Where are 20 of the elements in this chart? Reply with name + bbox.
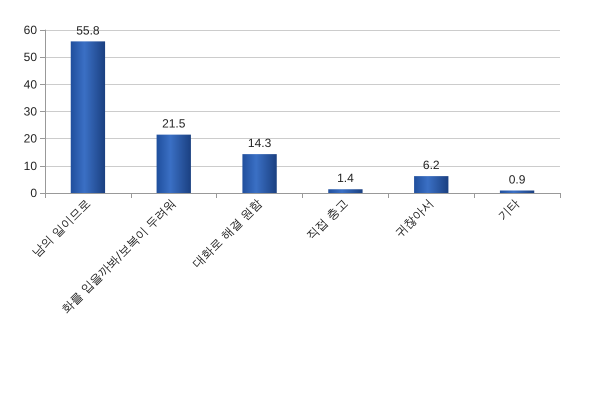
- y-tick-label: 60: [24, 23, 38, 37]
- x-tick-label: 기타: [495, 196, 522, 223]
- y-tick-label: 50: [24, 50, 38, 64]
- data-label: 1.4: [337, 171, 354, 186]
- data-label: 21.5: [162, 116, 186, 131]
- data-label: 14.3: [248, 136, 272, 150]
- x-tick-label: 직접 충고: [304, 196, 350, 243]
- bar: [242, 154, 277, 193]
- bar: [414, 176, 448, 193]
- bar: [328, 189, 363, 193]
- bar: [70, 41, 106, 193]
- y-tick-label: 40: [24, 77, 38, 92]
- y-tick-label: 20: [24, 132, 38, 146]
- bar: [156, 134, 191, 193]
- y-tick-label: 10: [24, 158, 38, 173]
- y-tick-label: 0: [30, 186, 38, 200]
- data-label: 0.9: [508, 172, 526, 187]
- data-label: 6.2: [422, 158, 440, 172]
- data-label: 55.8: [76, 23, 100, 38]
- y-tick-label: 30: [24, 104, 38, 118]
